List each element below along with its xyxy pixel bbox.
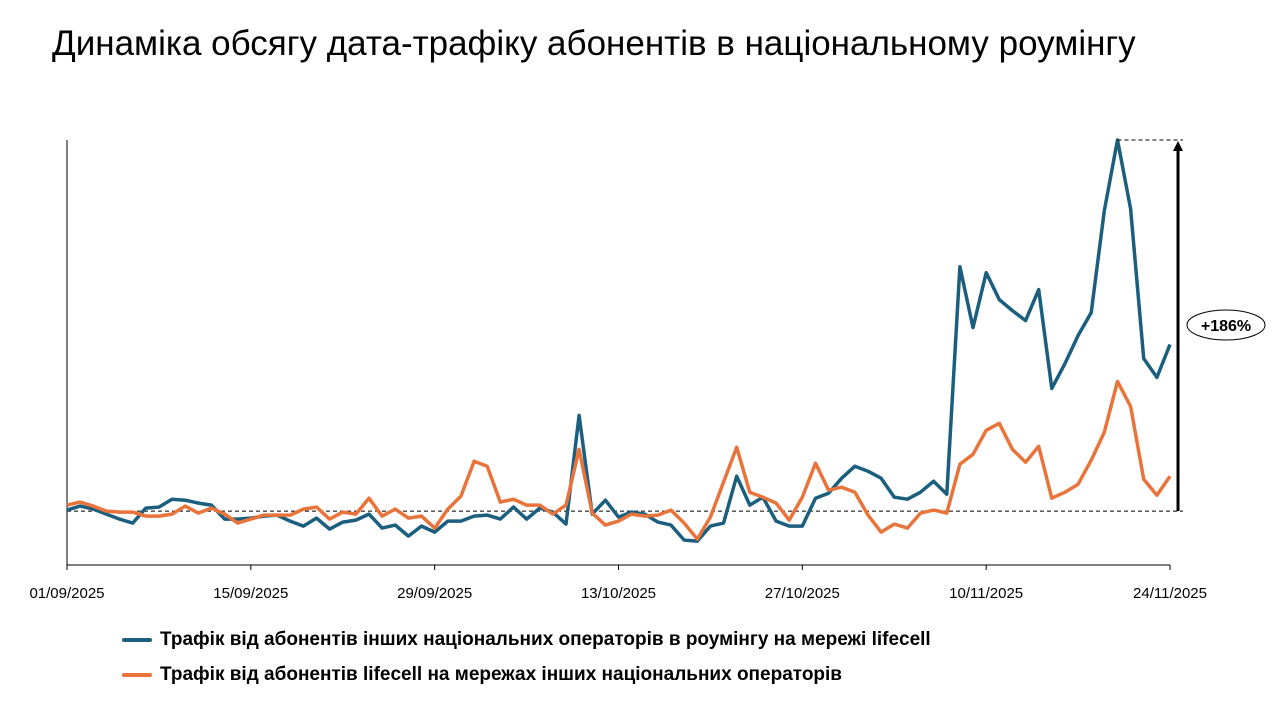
series-line-1 — [66, 379, 1172, 541]
x-tick-label: 01/09/2025 — [29, 585, 104, 602]
x-tick-label: 27/10/2025 — [765, 585, 840, 602]
legend-item-1: Трафік від абонентів lifecell на мережах… — [122, 664, 842, 686]
growth-label-ellipse — [1186, 309, 1266, 341]
x-tick-label: 13/10/2025 — [581, 585, 656, 602]
arrow-head-icon — [1173, 141, 1183, 151]
x-tick-label: 24/11/2025 — [1133, 585, 1207, 602]
legend-label: Трафік від абонентів інших національних … — [160, 629, 931, 650]
x-tick-label: 10/11/2025 — [949, 585, 1023, 602]
legend-swatch — [122, 638, 152, 642]
growth-label: +186% — [1201, 318, 1251, 335]
legend-swatch — [122, 673, 152, 677]
series-line-0 — [66, 138, 1172, 543]
x-tick-label: 15/09/2025 — [213, 585, 288, 602]
legend-item-0: Трафік від абонентів інших національних … — [122, 629, 931, 651]
chart-title: Динаміка обсягу дата-трафіку абонентів в… — [52, 24, 1136, 63]
legend-label: Трафік від абонентів lifecell на мережах… — [160, 664, 842, 685]
x-tick-label: 29/09/2025 — [397, 585, 472, 602]
